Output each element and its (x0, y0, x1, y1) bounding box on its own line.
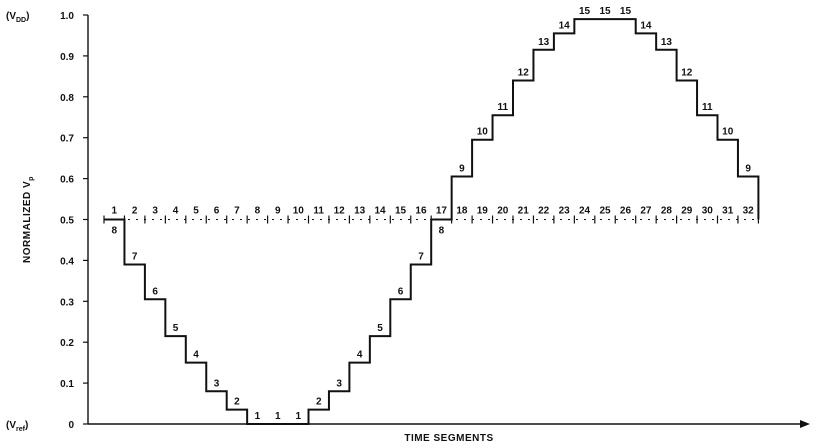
step-value-label: 12 (518, 67, 530, 78)
x-axis-arrowhead (800, 420, 810, 428)
segment-number: 1 (111, 206, 117, 217)
segment-number: 15 (395, 206, 407, 217)
step-value-label: 5 (173, 323, 179, 334)
segment-number: 30 (702, 206, 714, 217)
step-value-label: 7 (132, 251, 138, 262)
step-waveform (104, 18, 760, 425)
step-value-label: 15 (620, 6, 632, 17)
segment-number: 21 (518, 206, 530, 217)
y-tick-label: 0 (68, 420, 74, 431)
step-value-label: 3 (214, 378, 220, 389)
step-value-label: 6 (152, 286, 158, 297)
y-axis-label: NORMALIZED Vp (22, 176, 35, 263)
segment-number: 16 (415, 206, 427, 217)
segment-number: 24 (579, 206, 591, 217)
segment-number: 11 (313, 206, 324, 217)
segment-number: 23 (559, 206, 571, 217)
step-value-label: 5 (377, 323, 383, 334)
y-tick-label: 0.1 (60, 379, 74, 390)
segment-number: 27 (640, 206, 652, 217)
step-value-label: 14 (640, 20, 652, 31)
step-value-label: 9 (459, 164, 465, 175)
step-value-label: 6 (398, 286, 404, 297)
vref-annotation: (Vref) (6, 420, 28, 433)
step-value-label: 15 (579, 6, 591, 17)
step-value-label: 1 (275, 411, 281, 422)
step-value-label: 4 (193, 350, 199, 361)
step-value-label: 11 (702, 102, 713, 113)
step-value-label: 12 (681, 67, 693, 78)
step-value-label: 9 (745, 164, 751, 175)
y-tick-label: 0.4 (60, 256, 74, 267)
axes: 0 0.1 0.2 0.3 0.4 0.5 0.6 0.7 0.8 0.9 1.0 (60, 11, 810, 431)
segment-number: 28 (661, 206, 673, 217)
vdd-annotation: (VDD) (6, 11, 29, 24)
step-value-label: 8 (439, 226, 445, 237)
step-value-label: 4 (357, 350, 363, 361)
segment-number: 32 (743, 206, 755, 217)
segment-number: 13 (354, 206, 366, 217)
step-value-label: 2 (234, 397, 240, 408)
segment-number: 9 (275, 206, 281, 217)
step-series (104, 18, 760, 425)
y-tick-label: 0.5 (60, 216, 74, 227)
step-value-label: 13 (538, 37, 550, 48)
segment-number: 8 (255, 206, 261, 217)
segment-number: 25 (599, 206, 611, 217)
step-value-label: 11 (497, 102, 508, 113)
segment-number: 6 (214, 206, 220, 217)
segment-number: 20 (497, 206, 509, 217)
segment-number: 4 (173, 206, 179, 217)
x-axis-label: TIME SEGMENTS (404, 433, 493, 444)
vdd-close-paren: ) (26, 11, 29, 22)
labels: (VDD) (Vref) NORMALIZED Vp TIME SEGMENTS 8 7 6… (6, 6, 751, 444)
segment-number: 2 (132, 206, 138, 217)
y-tick-label: 0.6 (60, 175, 74, 186)
step-value-label: 14 (559, 20, 571, 31)
step-value-label: 8 (111, 226, 117, 237)
vref-subscript: ref (16, 426, 26, 433)
segment-number: 12 (334, 206, 346, 217)
segment-number: 3 (152, 206, 158, 217)
y-tick-label: 0.2 (60, 338, 74, 349)
vref-close-paren: ) (25, 420, 28, 431)
segment-number: 18 (456, 206, 468, 217)
step-value-label: 1 (255, 411, 261, 422)
step-value-label: 7 (418, 251, 424, 262)
step-value-label: 3 (336, 378, 342, 389)
segment-number: 5 (193, 206, 199, 217)
step-value-label: 10 (477, 127, 489, 138)
y-tick-label: 0.8 (60, 93, 74, 104)
step-value-label: 10 (722, 127, 734, 138)
segment-number: 26 (620, 206, 632, 217)
segment-number: 19 (477, 206, 489, 217)
segment-number: 22 (538, 206, 550, 217)
y-tick-label: 0.7 (60, 134, 74, 145)
step-value-label: 2 (316, 397, 322, 408)
segment-number: 14 (375, 206, 387, 217)
segment-number: 17 (436, 206, 448, 217)
step-value-label: 1 (295, 411, 301, 422)
y-tick-label: 1.0 (60, 11, 74, 22)
y-axis-label-subscript: p (28, 176, 35, 181)
segment-number: 29 (681, 206, 693, 217)
vdd-subscript: DD (16, 17, 26, 24)
y-tick-label: 0.3 (60, 297, 74, 308)
segment-number: 10 (293, 206, 305, 217)
step-value-label: 15 (599, 6, 611, 17)
segment-number: 31 (722, 206, 734, 217)
segment-reference-line: 1 2 3 4 5 6 7 8 9 10 11 12 13 14 15 16 17 18 19 20 21 22 23 24 2… (103, 206, 760, 224)
y-tick-label: 0.9 (60, 52, 74, 63)
segment-number: 7 (234, 206, 240, 217)
step-value-label: 13 (661, 37, 673, 48)
